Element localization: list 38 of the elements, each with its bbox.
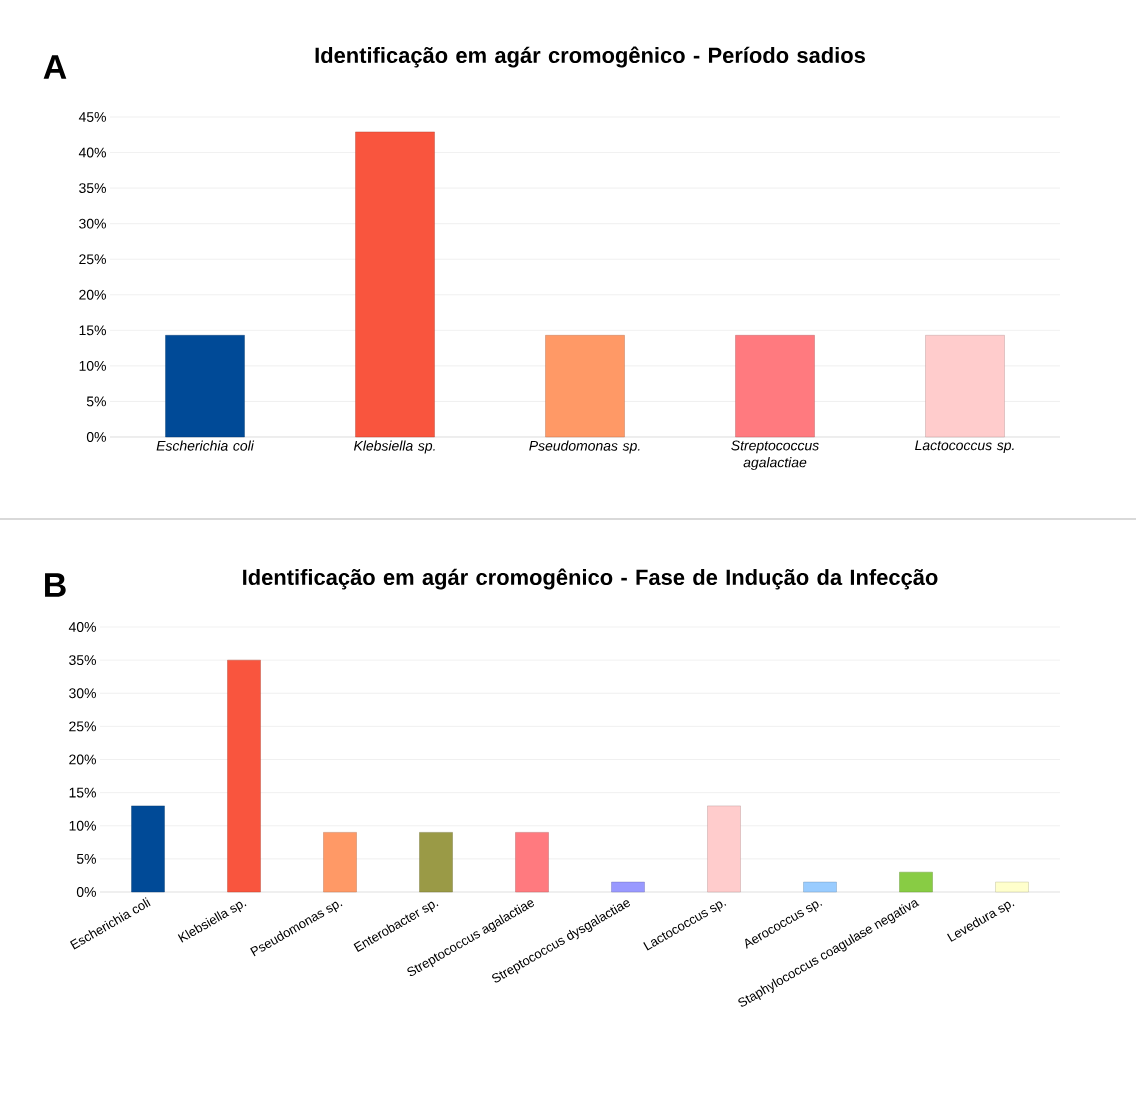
- text: A: [43, 55, 67, 79]
- x-tick-label: Escherichia coli: [156, 440, 255, 451]
- x-tick-label: Lactococcus sp.: [915, 440, 1014, 453]
- y-tick-label: 20%: [69, 754, 96, 765]
- y-tick-label: 10%: [79, 360, 106, 371]
- y-tick-label: 15%: [79, 325, 106, 336]
- bar: [227, 659, 261, 893]
- x-tick-label: Pseudomonas sp.: [529, 440, 640, 454]
- bar: [707, 805, 741, 893]
- y-tick-label: 40%: [68, 622, 96, 632]
- y-tick-label: 10%: [69, 820, 96, 831]
- chart-title: Identificação em agár cromogênico - Período sadios: [315, 46, 865, 68]
- y-tick-label: 0%: [76, 887, 96, 897]
- y-tick-label: 25%: [79, 254, 106, 265]
- chart-title: Identificação em agár cromogênico - Fase de Indução da Infecção: [243, 568, 938, 590]
- bar: [995, 881, 1029, 893]
- bar: [611, 881, 645, 893]
- bar: [323, 832, 357, 893]
- bar: [899, 871, 933, 893]
- y-tick-label: 30%: [79, 218, 106, 229]
- x-tick-label: Klebsiella sp.: [353, 440, 435, 454]
- y-tick-label: 35%: [69, 655, 96, 666]
- bar: [131, 805, 165, 893]
- y-tick-label: 45%: [78, 112, 106, 122]
- y-tick-label: 15%: [69, 787, 96, 798]
- y-tick-label: 0%: [86, 432, 106, 442]
- bar: [419, 832, 453, 893]
- y-tick-label: 20%: [79, 289, 106, 300]
- y-tick-label: 25%: [69, 721, 96, 732]
- bar: [515, 832, 549, 893]
- y-tick-label: 5%: [76, 853, 96, 864]
- text: B: [45, 573, 66, 597]
- y-tick-label: 5%: [86, 396, 106, 407]
- y-tick-label: 30%: [69, 688, 96, 699]
- bar: [803, 881, 837, 893]
- y-tick-label: 35%: [79, 183, 106, 194]
- x-tick-label: Streptococcus agalactiae: [731, 440, 819, 471]
- y-tick-label: 40%: [78, 147, 106, 158]
